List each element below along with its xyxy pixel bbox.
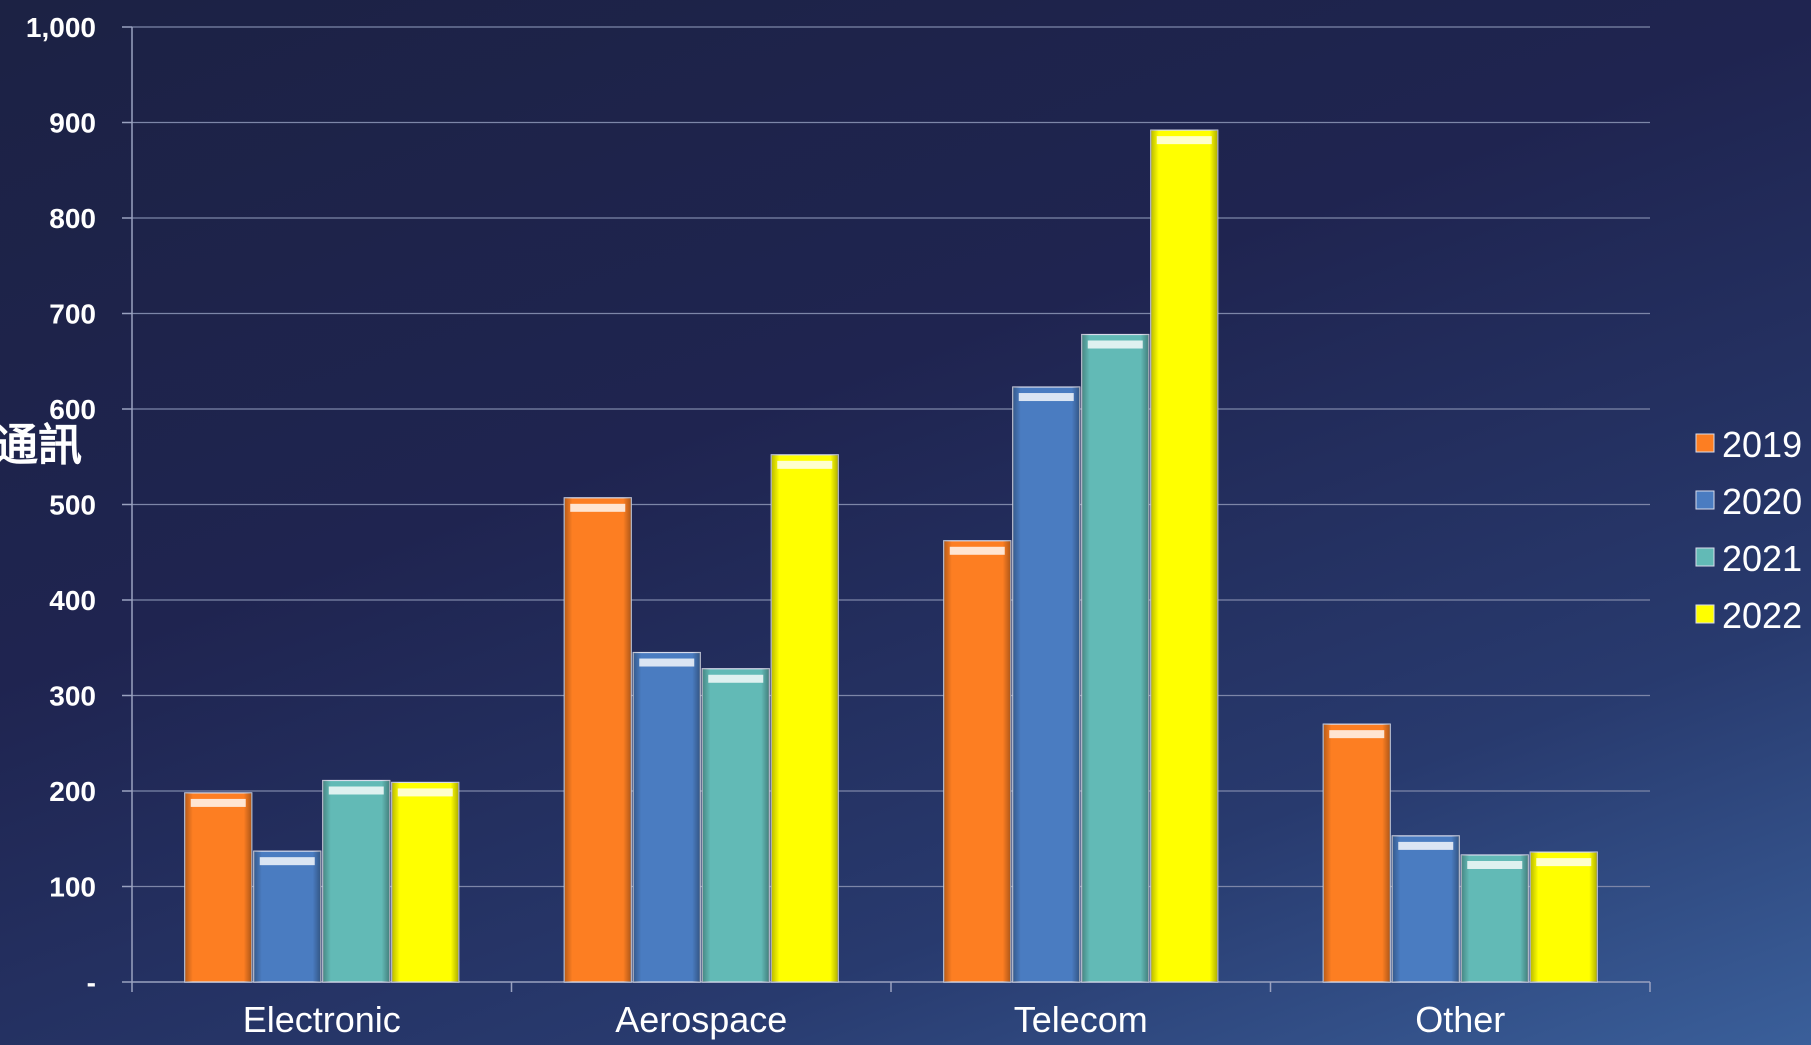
legend-item: 2021: [1695, 538, 1802, 579]
legend-item: 2020: [1695, 481, 1802, 522]
bar: [563, 497, 632, 983]
legend: 2019 2020 2021 2022: [1695, 424, 1802, 636]
y-tick-label: 300: [49, 681, 96, 712]
y-axis-label: 通訊: [0, 420, 82, 471]
bar: [253, 850, 322, 983]
legend-swatch: [1695, 604, 1715, 624]
gridlines: [132, 26, 1650, 888]
legend-label: 2021: [1722, 538, 1802, 579]
bar: [1391, 835, 1460, 983]
y-tick-label: 400: [49, 585, 96, 616]
y-tick-label: 200: [49, 776, 96, 807]
bar: [322, 779, 391, 983]
bar: [701, 668, 770, 983]
bar: [943, 540, 1012, 983]
y-tick-label: 500: [49, 490, 96, 521]
legend-swatch: [1695, 490, 1715, 510]
bar: [770, 454, 839, 983]
bar: [1150, 129, 1219, 983]
legend-swatch: [1695, 433, 1715, 453]
legend-item: 2022: [1695, 595, 1802, 636]
y-tick-label: 1,000: [26, 12, 96, 43]
y-tick-label: 700: [49, 299, 96, 330]
legend-label: 2020: [1722, 481, 1802, 522]
legend-item: 2019: [1695, 424, 1802, 465]
bar: [1529, 851, 1598, 983]
bar: [391, 781, 460, 983]
bar: [1012, 386, 1081, 983]
legend-label: 2022: [1722, 595, 1802, 636]
y-tick-label: 100: [49, 872, 96, 903]
y-tick-label: 800: [49, 203, 96, 234]
x-category-label: Electronic: [243, 999, 401, 1040]
y-tick-label: 600: [49, 394, 96, 425]
legend-label: 2019: [1722, 424, 1802, 465]
x-category-label: Telecom: [1014, 999, 1148, 1040]
bar: [1081, 333, 1150, 983]
y-tick-label: -: [87, 967, 96, 998]
bar: [184, 792, 253, 983]
bar: [1460, 854, 1529, 983]
bar: [1322, 723, 1391, 983]
x-category-label: Aerospace: [615, 999, 787, 1040]
bars: [184, 129, 1598, 983]
legend-swatch: [1695, 547, 1715, 567]
y-tick-label: 900: [49, 108, 96, 139]
tick-labels: - 100 200 300 400 500 600 700 800 900 1,000 Electro…: [26, 12, 1505, 1040]
x-category-label: Other: [1415, 999, 1505, 1040]
bar: [632, 651, 701, 983]
